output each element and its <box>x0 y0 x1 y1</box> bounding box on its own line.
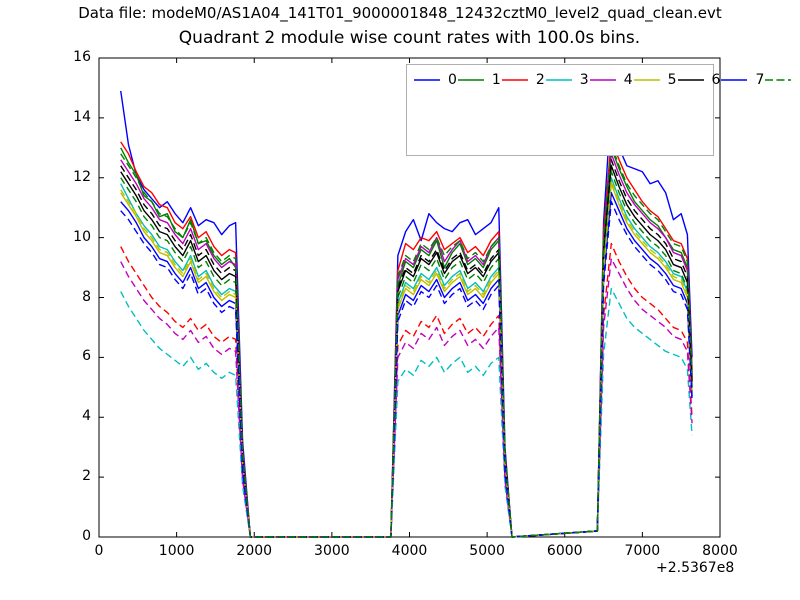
legend[interactable]: 0123456789101112131415 <box>406 64 800 156</box>
series-line-2 <box>120 138 693 538</box>
series-line-4 <box>120 153 693 538</box>
legend-entry-5[interactable]: 5 <box>633 70 677 90</box>
legend-swatch-7 <box>720 75 748 85</box>
legend-entry-2[interactable]: 2 <box>501 70 545 90</box>
legend-swatch-1 <box>457 75 485 85</box>
legend-swatch-6 <box>677 75 705 85</box>
chart-title: Quadrant 2 module wise count rates with … <box>178 28 641 48</box>
legend-swatch-3 <box>545 75 573 85</box>
series-line-13 <box>120 159 693 538</box>
x-tick-label: 7000 <box>624 543 661 559</box>
series-line-0 <box>120 90 693 538</box>
y-tick-label: 14 <box>73 108 91 125</box>
y-tick-label: 8 <box>82 288 91 305</box>
legend-swatch-0 <box>413 75 441 85</box>
legend-label-6: 6 <box>711 72 721 88</box>
y-tick-label: 6 <box>82 348 91 365</box>
x-tick-label: 8000 <box>702 543 738 559</box>
x-tick-label: 3000 <box>314 543 350 559</box>
x-tick-label: 2000 <box>236 543 273 559</box>
y-tick-label: 2 <box>82 468 91 485</box>
x-tick-label: 4000 <box>391 543 428 559</box>
x-tick-label: 6000 <box>546 543 583 559</box>
legend-swatch-5 <box>633 75 661 85</box>
legend-label-3: 3 <box>579 72 589 88</box>
y-tick-label: 0 <box>82 528 91 544</box>
legend-label-7: 7 <box>755 72 765 88</box>
series-line-9 <box>120 242 693 538</box>
data-lines <box>120 90 693 538</box>
legend-entry-6[interactable]: 6 <box>677 70 721 90</box>
series-line-1 <box>120 147 693 538</box>
legend-swatch-2 <box>501 75 529 85</box>
legend-label-5: 5 <box>667 72 677 88</box>
series-line-7 <box>120 192 693 538</box>
y-tick-label: 10 <box>73 228 91 245</box>
legend-entry-3[interactable]: 3 <box>545 70 589 90</box>
y-tick-label: 4 <box>82 408 91 425</box>
series-line-14 <box>120 201 693 538</box>
x-tick-label: 1000 <box>158 543 195 559</box>
series-line-10 <box>120 287 693 538</box>
legend-entry-0[interactable]: 0 <box>413 70 457 90</box>
data-file-label: Data file: modeM0/AS1A04_141T01_90000018… <box>78 4 722 22</box>
series-line-15 <box>120 144 693 538</box>
y-tick-label: 16 <box>73 49 91 65</box>
axis-ticks <box>98 57 721 538</box>
x-tick-label: 0 <box>94 543 104 559</box>
series-line-5 <box>120 183 693 538</box>
series-line-8 <box>120 171 693 538</box>
x-tick-label: 5000 <box>469 543 505 559</box>
series-line-3 <box>120 177 693 538</box>
legend-entry-1[interactable]: 1 <box>457 70 501 90</box>
x-axis-offset-label: +2.5367e8 <box>656 560 735 576</box>
legend-entry-4[interactable]: 4 <box>589 70 633 90</box>
legend-label-4: 4 <box>623 72 633 88</box>
series-line-11 <box>120 257 693 538</box>
legend-label-1: 1 <box>491 72 501 88</box>
series-line-6 <box>120 165 693 538</box>
legend-swatch-8 <box>764 75 792 85</box>
legend-swatch-4 <box>589 75 617 85</box>
legend-entry-8[interactable]: 8 <box>764 70 800 90</box>
y-tick-label: 12 <box>73 168 91 185</box>
legend-label-2: 2 <box>535 72 545 88</box>
legend-entry-7[interactable]: 7 <box>720 70 764 90</box>
legend-label-0: 0 <box>448 72 457 88</box>
